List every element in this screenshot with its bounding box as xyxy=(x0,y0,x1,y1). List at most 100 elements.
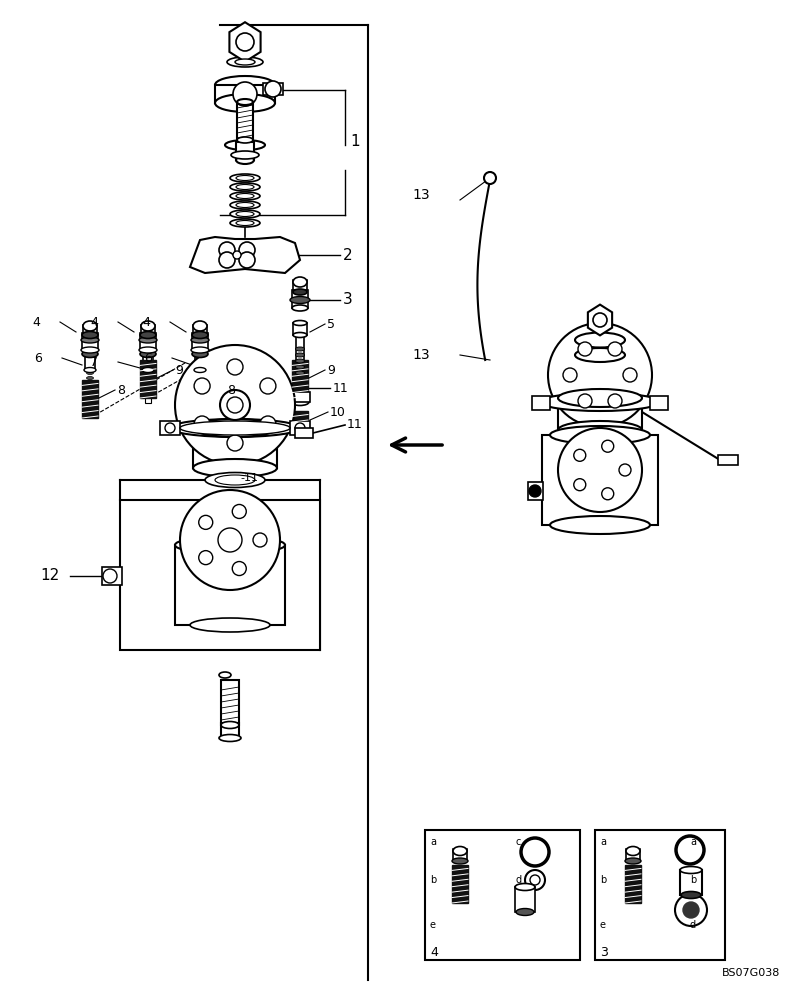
Ellipse shape xyxy=(140,351,156,358)
Circle shape xyxy=(218,528,242,552)
Circle shape xyxy=(199,551,213,565)
Bar xyxy=(680,870,702,895)
Ellipse shape xyxy=(550,516,650,534)
Ellipse shape xyxy=(236,184,254,190)
Circle shape xyxy=(260,378,276,394)
Circle shape xyxy=(260,416,276,432)
Bar xyxy=(290,392,310,402)
Bar xyxy=(595,830,725,960)
Ellipse shape xyxy=(293,289,307,295)
Ellipse shape xyxy=(227,57,263,67)
Ellipse shape xyxy=(293,277,307,287)
Circle shape xyxy=(103,569,117,583)
Ellipse shape xyxy=(84,367,96,372)
Ellipse shape xyxy=(293,320,307,326)
Text: d: d xyxy=(690,920,696,930)
Ellipse shape xyxy=(139,347,157,353)
Text: 8: 8 xyxy=(227,383,235,396)
Bar xyxy=(175,545,285,625)
Circle shape xyxy=(676,836,704,864)
Text: a: a xyxy=(600,837,606,847)
Text: 12: 12 xyxy=(40,568,60,584)
Circle shape xyxy=(573,479,586,491)
Text: -11: -11 xyxy=(240,473,258,483)
Bar xyxy=(292,290,308,308)
Circle shape xyxy=(521,838,549,866)
Ellipse shape xyxy=(230,210,260,218)
Circle shape xyxy=(233,251,241,259)
Bar xyxy=(143,352,153,370)
Ellipse shape xyxy=(295,371,304,375)
Bar xyxy=(193,325,207,335)
Ellipse shape xyxy=(82,332,98,338)
Ellipse shape xyxy=(144,376,151,379)
Text: e: e xyxy=(600,920,606,930)
Text: 10: 10 xyxy=(330,406,346,418)
Ellipse shape xyxy=(190,618,270,632)
Ellipse shape xyxy=(193,459,277,477)
Text: BS07G038: BS07G038 xyxy=(722,968,780,978)
Bar xyxy=(85,352,95,370)
Circle shape xyxy=(602,488,614,500)
Circle shape xyxy=(219,252,235,268)
Bar xyxy=(515,887,535,912)
Ellipse shape xyxy=(237,99,253,105)
Ellipse shape xyxy=(230,219,260,227)
Ellipse shape xyxy=(295,365,304,369)
Ellipse shape xyxy=(219,734,241,742)
Ellipse shape xyxy=(81,337,99,343)
Circle shape xyxy=(233,82,257,106)
Circle shape xyxy=(525,870,545,890)
Bar xyxy=(192,333,208,350)
Polygon shape xyxy=(230,22,261,62)
Ellipse shape xyxy=(291,398,309,406)
Bar xyxy=(625,865,641,903)
Ellipse shape xyxy=(86,376,93,379)
Ellipse shape xyxy=(515,884,535,890)
Ellipse shape xyxy=(219,672,231,678)
Ellipse shape xyxy=(550,426,650,444)
Ellipse shape xyxy=(196,371,204,374)
Text: a: a xyxy=(690,837,696,847)
Ellipse shape xyxy=(205,473,265,488)
Ellipse shape xyxy=(295,347,304,351)
Ellipse shape xyxy=(235,59,255,65)
Ellipse shape xyxy=(236,156,254,164)
Ellipse shape xyxy=(86,386,93,389)
Bar xyxy=(145,383,151,403)
Ellipse shape xyxy=(193,419,277,437)
Ellipse shape xyxy=(142,367,154,372)
Text: 9: 9 xyxy=(327,363,335,376)
Circle shape xyxy=(578,342,592,356)
Ellipse shape xyxy=(193,321,207,331)
Bar xyxy=(195,352,205,370)
Bar xyxy=(296,333,304,375)
Bar xyxy=(452,865,468,903)
Bar xyxy=(237,102,253,140)
Circle shape xyxy=(232,504,246,518)
Bar xyxy=(558,398,642,430)
Text: 4: 4 xyxy=(32,316,40,328)
Text: 3: 3 xyxy=(343,292,352,308)
Bar xyxy=(193,428,277,468)
Ellipse shape xyxy=(196,386,204,389)
Bar xyxy=(160,421,180,435)
Text: 13: 13 xyxy=(413,188,430,202)
Polygon shape xyxy=(588,305,612,335)
Ellipse shape xyxy=(575,332,625,348)
Circle shape xyxy=(239,252,255,268)
Ellipse shape xyxy=(295,353,304,357)
Ellipse shape xyxy=(230,183,260,191)
Bar xyxy=(197,383,203,403)
Circle shape xyxy=(683,902,699,918)
Bar xyxy=(263,83,283,95)
Bar xyxy=(295,428,313,438)
Ellipse shape xyxy=(144,371,151,374)
Circle shape xyxy=(602,440,614,452)
Bar xyxy=(140,360,156,398)
Bar xyxy=(141,325,155,335)
Ellipse shape xyxy=(192,351,208,358)
Circle shape xyxy=(573,449,586,461)
Ellipse shape xyxy=(141,321,155,331)
Ellipse shape xyxy=(191,337,209,343)
